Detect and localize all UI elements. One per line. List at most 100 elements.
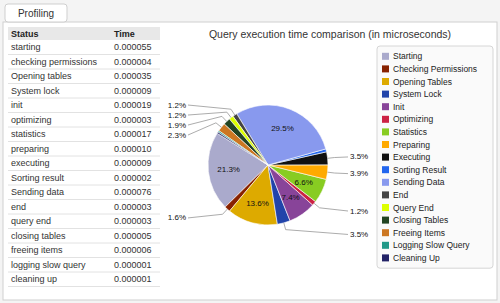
table-cell: 0.000005 — [114, 231, 152, 241]
table-rule — [8, 257, 160, 258]
legend-label: Freeing Items — [393, 228, 445, 238]
table-cell: Sending data — [11, 187, 64, 197]
table-header-cell: Time — [114, 29, 135, 39]
legend-label: Closing Tables — [393, 215, 448, 225]
data-label: 1.2% — [168, 111, 186, 120]
table-cell: 0.000004 — [114, 57, 152, 67]
table-cell: 0.000001 — [114, 274, 152, 284]
legend-swatch — [382, 204, 389, 211]
data-label: 7.4% — [282, 193, 300, 202]
table-rule — [8, 98, 160, 99]
table-cell: init — [11, 100, 23, 110]
leader-line — [188, 112, 231, 118]
legend-swatch — [382, 242, 389, 249]
table-cell: 0.000009 — [114, 86, 152, 96]
table-cell: 0.000003 — [114, 202, 152, 212]
table-cell: cleaning up — [11, 274, 57, 284]
legend-swatch — [382, 103, 389, 110]
legend-label: Logging Slow Query — [393, 240, 470, 250]
legend-swatch — [382, 217, 389, 224]
data-label: 21.3% — [217, 165, 240, 174]
table-cell: checking permissions — [11, 57, 98, 67]
panel — [3, 22, 497, 300]
legend: StartingChecking PermissionsOpening Tabl… — [377, 46, 493, 268]
legend-label: Starting — [393, 51, 423, 61]
legend-label: Opening Tables — [393, 77, 452, 87]
table-cell: preparing — [11, 144, 49, 154]
legend-label: Sorting Result — [393, 165, 447, 175]
legend-swatch — [382, 53, 389, 60]
table-rule — [8, 156, 160, 157]
title: Query execution time comparison (in micr… — [209, 28, 451, 40]
table-cell: Opening tables — [11, 71, 72, 81]
table-cell: 0.000019 — [114, 100, 152, 110]
pie — [208, 105, 328, 225]
legend-label: Init — [393, 102, 405, 112]
legend-swatch — [382, 91, 389, 98]
legend-label: Preparing — [393, 140, 430, 150]
legend-swatch — [382, 166, 389, 173]
leader-line — [314, 203, 348, 211]
legend-swatch — [382, 179, 389, 186]
leader-line — [188, 123, 221, 135]
table-cell: 0.000009 — [114, 158, 152, 168]
legend-label: System Lock — [393, 89, 442, 99]
legend-swatch — [382, 229, 389, 236]
table-cell: 0.000001 — [114, 260, 152, 270]
legend-swatch — [382, 128, 389, 135]
data-label: 3.5% — [350, 152, 368, 161]
table-rule — [8, 170, 160, 171]
legend-label: Executing — [393, 152, 431, 162]
slice — [217, 132, 268, 165]
table-cell: 0.000035 — [114, 71, 152, 81]
table-rule — [8, 286, 160, 287]
table-cell: 0.000017 — [114, 129, 152, 139]
data-label: 29.5% — [271, 124, 294, 133]
table-rule — [8, 54, 160, 55]
table-rule — [8, 83, 160, 84]
table-cell: optimizing — [11, 115, 52, 125]
table-cell: 0.000003 — [114, 115, 152, 125]
legend-label: Optimizing — [393, 114, 433, 124]
legend-label: Cleaning Up — [393, 253, 440, 263]
table-cell: 0.000076 — [114, 187, 152, 197]
legend-swatch — [382, 191, 389, 198]
table-rule — [8, 69, 160, 70]
table-cell: 0.000003 — [114, 216, 152, 226]
table-rule — [8, 272, 160, 273]
leader-line — [328, 157, 348, 158]
tab-label: Profiling — [18, 8, 54, 19]
table-rule — [8, 141, 160, 142]
leader-line — [188, 209, 227, 218]
table-cell: executing — [11, 158, 50, 168]
table-rule — [8, 185, 160, 186]
data-label: 3.5% — [350, 230, 368, 239]
table-header — [8, 27, 160, 40]
data-label: 1.6% — [168, 213, 186, 222]
slice — [218, 131, 268, 165]
table-rule — [8, 127, 160, 128]
legend-swatch — [382, 141, 389, 148]
table-cell: end — [11, 202, 26, 212]
data-label: 3.9% — [350, 169, 368, 178]
legend-label: Statistics — [393, 127, 427, 137]
leader-line — [188, 116, 227, 125]
legend-label: Sending Data — [393, 177, 445, 187]
table-cell: statistics — [11, 129, 46, 139]
data-label: 13.6% — [246, 199, 269, 208]
table-cell: 0.000010 — [114, 144, 152, 154]
legend-swatch — [382, 78, 389, 85]
data-label: 2.3% — [168, 131, 186, 140]
legend-label: End — [393, 190, 408, 200]
table-rule — [8, 214, 160, 215]
table-cell: Sorting result — [11, 173, 65, 183]
table-rule — [8, 243, 160, 244]
legend-swatch — [382, 254, 389, 261]
legend-label: Query End — [393, 203, 434, 213]
slice — [219, 124, 268, 165]
leader-line — [328, 172, 348, 173]
legend-swatch — [382, 116, 389, 123]
table-rule — [8, 112, 160, 113]
table-cell: 0.000055 — [114, 42, 152, 52]
tab — [5, 4, 67, 22]
